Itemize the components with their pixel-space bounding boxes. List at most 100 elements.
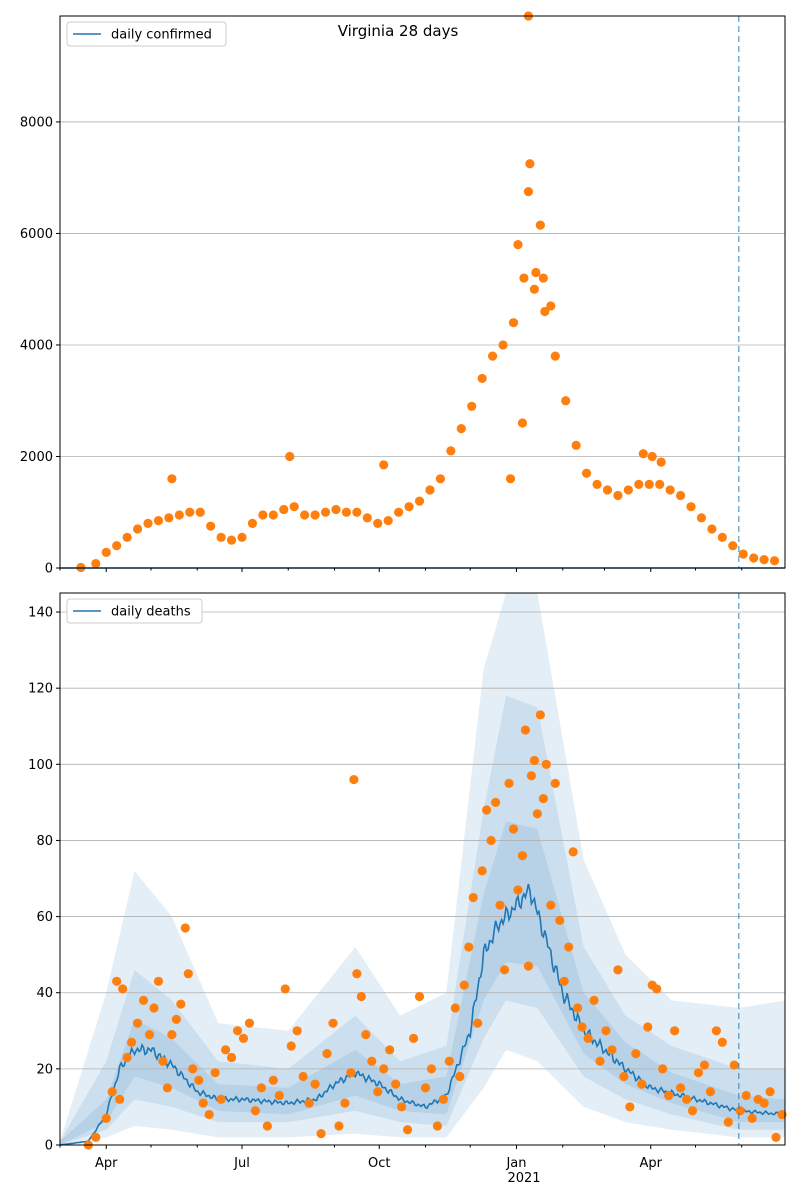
y-tick-label: 140 (28, 606, 53, 621)
data-point (107, 1087, 117, 1097)
data-point (675, 1083, 686, 1093)
data-point (367, 1056, 377, 1066)
y-tick-label: 4000 (20, 338, 53, 353)
data-point (101, 547, 111, 557)
data-point (525, 159, 535, 169)
data-point (658, 1064, 668, 1074)
data-point (498, 340, 508, 350)
data-point (320, 507, 331, 517)
data-point (247, 518, 258, 528)
data-point (285, 451, 295, 462)
data-point (420, 1083, 431, 1093)
data-point (581, 468, 592, 478)
data-point (91, 558, 101, 569)
data-point (435, 474, 446, 484)
data-point (446, 446, 456, 456)
data-point (687, 1106, 698, 1116)
data-point (322, 1049, 332, 1059)
data-point (122, 532, 132, 542)
deaths-line (59, 883, 786, 1146)
data-point (589, 995, 599, 1005)
data-point (595, 1056, 605, 1066)
data-point (508, 318, 519, 328)
data-point (262, 1121, 272, 1131)
data-point (194, 1075, 204, 1085)
y-tick-label: 0 (45, 1139, 53, 1154)
data-point (638, 449, 648, 459)
data-point (656, 457, 666, 467)
data-point (331, 504, 341, 515)
data-point (226, 535, 237, 545)
data-point (183, 969, 193, 979)
data-point (495, 900, 505, 910)
data-point (432, 1121, 443, 1131)
data-point (555, 915, 565, 925)
data-point (499, 965, 510, 975)
y-tick-label: 0 (45, 562, 53, 577)
data-point (696, 513, 707, 523)
data-point (717, 1037, 727, 1047)
data-point (623, 485, 633, 495)
data-point (153, 516, 164, 526)
data-point (728, 541, 738, 551)
data-point (777, 1109, 787, 1120)
data-point (334, 1121, 344, 1131)
data-point (164, 513, 174, 523)
data-point (174, 510, 184, 520)
data-point (482, 805, 492, 815)
data-point (356, 991, 366, 1002)
data-point (310, 510, 320, 520)
data-point (561, 396, 571, 406)
data-point (464, 942, 474, 952)
data-point (473, 1018, 483, 1028)
data-point (490, 797, 501, 807)
data-point (280, 984, 290, 994)
data-point (91, 1132, 101, 1142)
x-tick-label: Apr (639, 1156, 662, 1171)
data-point (286, 1041, 296, 1051)
data-point (735, 1106, 745, 1116)
data-point (711, 1026, 721, 1036)
data-point (577, 1022, 587, 1032)
deaths-legend-label: daily deaths (111, 605, 191, 620)
data-point (647, 451, 657, 462)
data-point (564, 942, 574, 952)
data-point (444, 1056, 454, 1066)
data-point (643, 1022, 653, 1032)
data-point (625, 1102, 635, 1112)
deaths-points (83, 710, 787, 1150)
data-point (504, 778, 514, 788)
data-point (526, 771, 536, 781)
data-point (379, 460, 389, 470)
data-point (132, 524, 143, 534)
data-point (216, 1094, 226, 1104)
data-point (408, 1033, 419, 1044)
data-point (385, 1045, 395, 1055)
confirmed-legend-label: daily confirmed (111, 28, 212, 43)
data-point (601, 1026, 611, 1036)
data-point (477, 866, 487, 876)
data-point (256, 1083, 266, 1093)
data-point (513, 240, 523, 250)
data-point (644, 479, 654, 489)
data-point (517, 851, 528, 861)
data-point (513, 885, 523, 895)
data-point (216, 532, 226, 542)
data-point (529, 755, 539, 766)
data-point (340, 1098, 350, 1108)
data-point (747, 1113, 757, 1123)
data-point (705, 1087, 716, 1097)
data-point (520, 725, 531, 735)
data-point (144, 1030, 155, 1040)
data-point (258, 510, 268, 520)
data-point (686, 502, 696, 512)
data-point (523, 187, 534, 197)
x-tick-label: Apr (95, 1156, 118, 1171)
data-point (373, 1087, 383, 1097)
data-point (425, 485, 435, 495)
data-point (188, 1064, 198, 1074)
data-point (655, 479, 665, 489)
data-point (665, 485, 675, 495)
data-point (529, 284, 539, 294)
data-point (729, 1060, 739, 1070)
